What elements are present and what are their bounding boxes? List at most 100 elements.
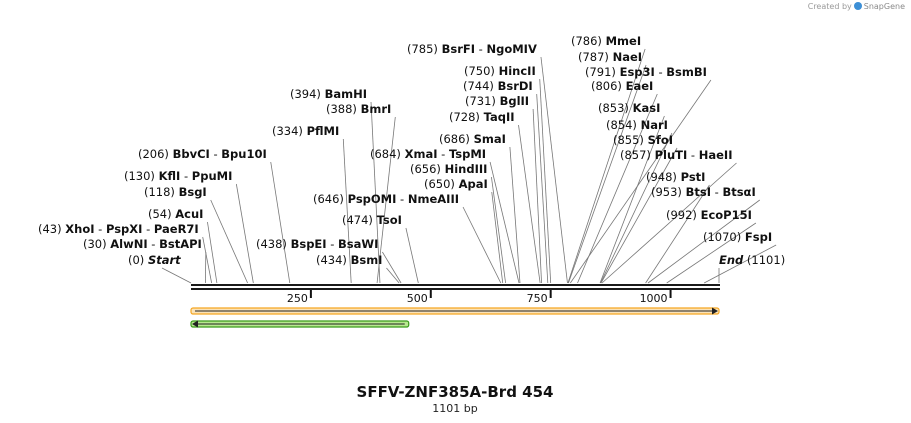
site-leader-naei <box>568 64 647 284</box>
site-leader-smai <box>509 146 521 284</box>
sequence-backbone[interactable] <box>191 284 720 290</box>
site-label-bspei[interactable]: (438) BspEI - BsaWI <box>256 237 378 251</box>
features[interactable] <box>190 307 720 328</box>
site-leader-hincii <box>539 78 552 284</box>
site-label-xhoi[interactable]: (43) XhoI - PspXI - PaeR7I <box>38 222 199 236</box>
site-leader-pspomi <box>462 206 502 284</box>
site-leader-psti <box>645 184 710 284</box>
svg-text:(118) BsgI: (118) BsgI <box>144 185 207 199</box>
site-label-ecop15i[interactable]: (992) EcoP15I <box>666 208 752 222</box>
svg-text:(650) ApaI: (650) ApaI <box>424 177 488 191</box>
svg-text:(1070) FspI: (1070) FspI <box>703 230 772 244</box>
svg-text:(853) KasI: (853) KasI <box>598 101 660 115</box>
svg-text:(656) HindIII: (656) HindIII <box>410 162 487 176</box>
site-leader-bsrdi <box>536 93 549 284</box>
site-label-mmei[interactable]: (786) MmeI <box>571 34 641 48</box>
svg-text:(646) PspOMI - NmeAIII: (646) PspOMI - NmeAIII <box>313 192 459 206</box>
site-leader-apai <box>491 191 504 284</box>
site-label-hindiii[interactable]: (656) HindIII <box>410 162 487 176</box>
svg-text:(854) NarI: (854) NarI <box>606 118 668 132</box>
site-label-kfli[interactable]: (130) KflI - PpuMI <box>124 169 232 183</box>
site-leader-acui <box>207 221 218 284</box>
snapgene-watermark: Created by SnapGene <box>807 2 905 11</box>
svg-text:(855) SfoI: (855) SfoI <box>613 133 673 147</box>
site-label-bmri[interactable]: (388) BmrI <box>326 102 391 116</box>
orange-feature[interactable] <box>190 307 720 315</box>
svg-text:(30) AlwNI - BstAPI: (30) AlwNI - BstAPI <box>83 237 202 251</box>
svg-text:(953) BtsI - BtsαI: (953) BtsI - BtsαI <box>651 185 756 199</box>
svg-text:(43) XhoI - PspXI - PaeR7: (43) XhoI - PspXI - PaeR7I <box>38 222 199 236</box>
green-feature[interactable] <box>190 320 410 328</box>
site-leader-ecop15i <box>666 222 757 284</box>
site-leader-esp3i <box>570 79 712 284</box>
site-leader-bbvci <box>270 161 291 284</box>
svg-text:(744) BsrDI: (744) BsrDI <box>463 79 533 93</box>
site-label-bglii[interactable]: (731) BglII <box>465 94 529 108</box>
svg-text:(750) HincII: (750) HincII <box>464 64 536 78</box>
site-leader-bamhi <box>370 101 381 284</box>
snapgene-logo-icon <box>853 2 862 10</box>
site-label-kasi[interactable]: (853) KasI <box>598 101 660 115</box>
site-label-xmai[interactable]: (684) XmaI - TspMI <box>370 147 486 161</box>
ruler-label-1000: 1000 <box>640 292 668 305</box>
site-leader-nari <box>600 132 673 284</box>
site-leader-bsgi <box>210 199 248 284</box>
site-label-psti[interactable]: (948) PstI <box>646 170 705 184</box>
site-label-bsgi[interactable]: (118) BsgI <box>144 185 207 199</box>
site-label-naei[interactable]: (787) NaeI <box>578 50 642 64</box>
site-label-end[interactable]: End (1101) <box>719 253 785 267</box>
svg-text:(438) BspEI - BsaWI: (438) BspEI - BsaWI <box>256 237 378 251</box>
site-label-start[interactable]: (0) Start <box>128 253 181 267</box>
site-label-bamhi[interactable]: (394) BamHI <box>290 87 367 101</box>
svg-text:(791) Esp3I - BsmBI: (791) Esp3I - BsmBI <box>585 65 707 79</box>
svg-text:(786) MmeI: (786) MmeI <box>571 34 641 48</box>
site-leader-start <box>161 267 192 284</box>
site-leader-bsrfi <box>540 56 568 284</box>
site-label-bsmi[interactable]: (434) BsmI <box>316 253 382 267</box>
svg-text:(394) BamHI: (394) BamHI <box>290 87 367 101</box>
site-leader-sfoi <box>600 147 678 284</box>
site-label-tsoi[interactable]: (474) TsoI <box>342 213 402 227</box>
site-label-acui[interactable]: (54) AcuI <box>148 207 203 221</box>
svg-text:(206) BbvCI - Bpu10I: (206) BbvCI - Bpu10I <box>138 147 267 161</box>
map-title: SFFV-ZNF385A-Brd 454 <box>357 383 554 401</box>
svg-text:(434) BsmI: (434) BsmI <box>316 253 382 267</box>
site-label-smai[interactable]: (686) SmaI <box>439 132 506 146</box>
site-label-nari[interactable]: (854) NarI <box>606 118 668 132</box>
site-label-hincii[interactable]: (750) HincII <box>464 64 536 78</box>
site-label-btsi[interactable]: (953) BtsI - BtsαI <box>651 185 756 199</box>
site-label-alwni[interactable]: (30) AlwNI - BstAPI <box>83 237 202 251</box>
svg-text:(857) PluTI - HaeII: (857) PluTI - HaeII <box>620 148 733 162</box>
site-labels: (0) Start (30) AlwNI - BstAPI(43) XhoI - … <box>38 34 785 267</box>
svg-text:(948) PstI: (948) PstI <box>646 170 705 184</box>
site-label-apai[interactable]: (650) ApaI <box>424 177 488 191</box>
site-label-bsrfi[interactable]: (785) BsrFI - NgoMIV <box>407 42 537 56</box>
site-leader-xmai <box>489 161 520 284</box>
site-label-sfoi[interactable]: (855) SfoI <box>613 133 673 147</box>
map-length: 1101 bp <box>432 402 477 415</box>
svg-text:End (1101): End (1101) <box>719 253 785 267</box>
site-leader-bmri <box>376 116 396 284</box>
svg-text:(992) EcoP15I: (992) EcoP15I <box>666 208 752 222</box>
site-leader-kfli <box>235 183 254 284</box>
site-label-pspomi[interactable]: (646) PspOMI - NmeAIII <box>313 192 459 206</box>
site-leader-pluti <box>601 162 737 284</box>
svg-text:(785) BsrFI - NgoMIV: (785) BsrFI - NgoMIV <box>407 42 537 56</box>
site-label-taqii[interactable]: (728) TaqII <box>449 110 515 124</box>
site-label-bsrdi[interactable]: (744) BsrDI <box>463 79 533 93</box>
svg-text:(787) NaeI: (787) NaeI <box>578 50 642 64</box>
site-label-eaei[interactable]: (806) EaeI <box>591 79 653 93</box>
site-label-esp3i[interactable]: (791) Esp3I - BsmBI <box>585 65 707 79</box>
site-leader-mmei <box>567 48 646 284</box>
ruler-ticks: 250 500 750 1000 <box>287 290 672 305</box>
ruler-label-500: 500 <box>407 292 428 305</box>
site-label-fspi[interactable]: (1070) FspI <box>703 230 772 244</box>
site-label-pluti[interactable]: (857) PluTI - HaeII <box>620 148 733 162</box>
site-label-pflmi[interactable]: (334) PflMI <box>272 124 339 138</box>
site-leader-taqii <box>518 124 541 284</box>
site-leader-lines <box>161 48 777 284</box>
site-label-bbvci[interactable]: (206) BbvCI - Bpu10I <box>138 147 267 161</box>
site-leader-bsmi <box>386 267 400 284</box>
ruler-label-750: 750 <box>527 292 548 305</box>
